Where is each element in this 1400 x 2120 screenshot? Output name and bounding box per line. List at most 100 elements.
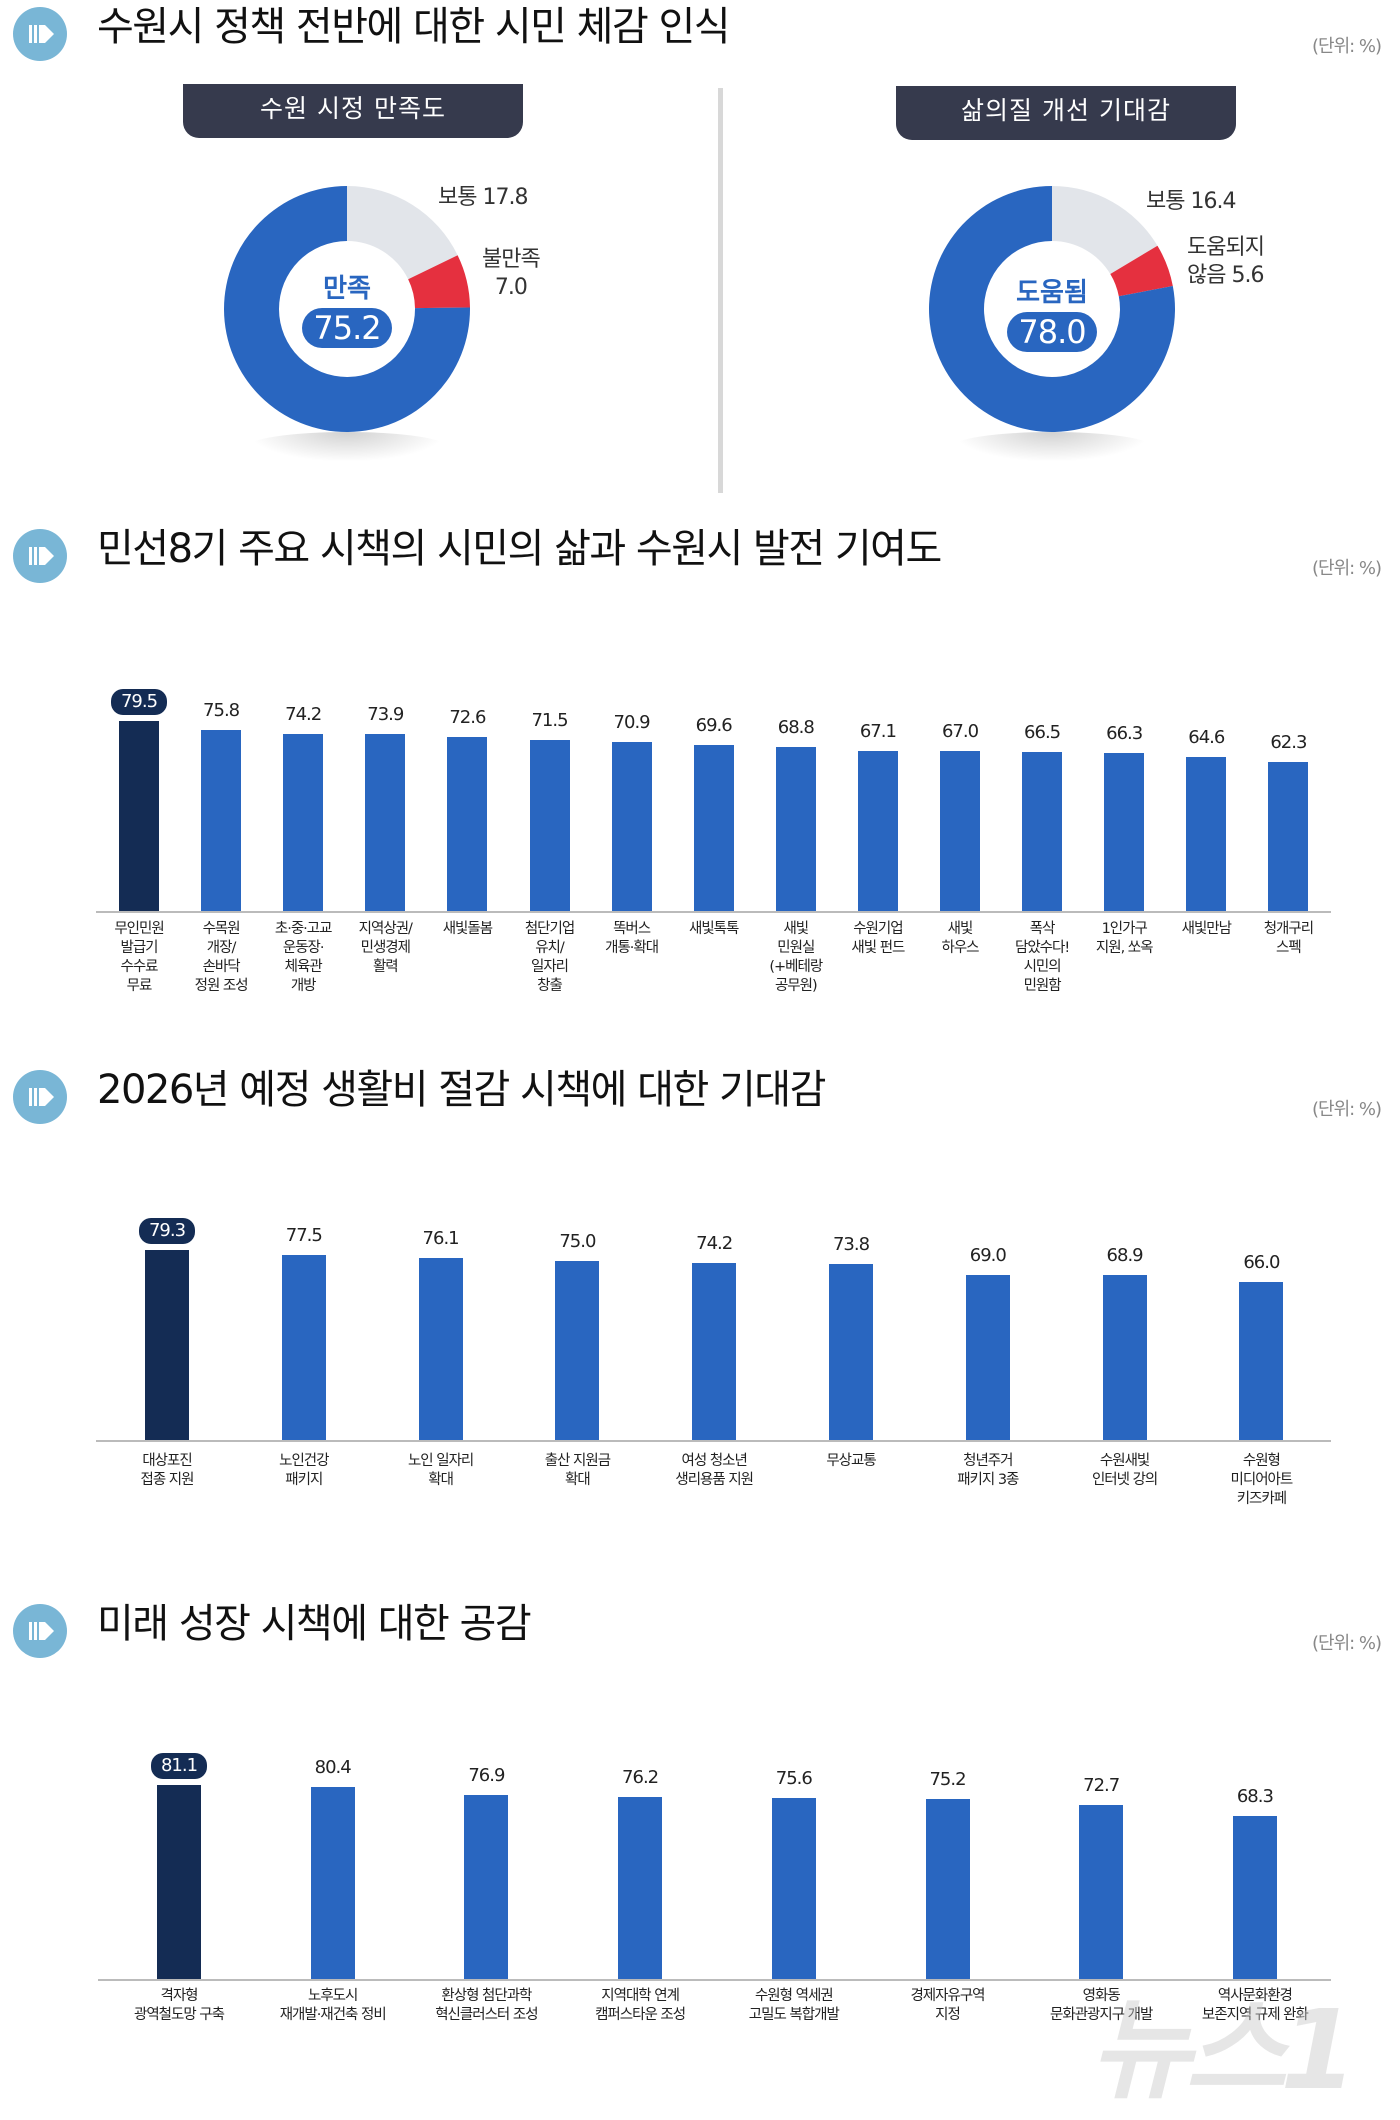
bar-value-label: 73.9 bbox=[367, 704, 404, 726]
bar-value-label: 73.8 bbox=[832, 1233, 870, 1255]
section-title: 수원시 정책 전반에 대한 시민 체감 인식 bbox=[97, 4, 731, 50]
bar bbox=[283, 733, 324, 911]
donut-slice-도움됨 bbox=[929, 186, 1175, 432]
bar bbox=[857, 750, 898, 911]
bar-value-label: 76.2 bbox=[622, 1766, 659, 1788]
section-title: 민선8기 주요 시책의 시민의 삶과 수원시 발전 기여도 bbox=[97, 526, 942, 572]
bar-value-label: 66.5 bbox=[1024, 722, 1061, 744]
bar bbox=[1102, 1275, 1147, 1440]
bar bbox=[464, 1795, 509, 1979]
bar bbox=[310, 1786, 355, 1979]
bar bbox=[157, 1785, 201, 1979]
bar bbox=[447, 737, 488, 911]
bar bbox=[693, 744, 734, 911]
bar-value-label: 71.5 bbox=[531, 710, 568, 732]
x-axis-line bbox=[98, 1979, 1331, 1981]
category-label: 수원새빛 인터넷 강의 bbox=[1091, 1453, 1158, 1488]
x-axis-line bbox=[96, 1440, 1331, 1442]
bar bbox=[771, 1798, 816, 1979]
donut-shadow bbox=[952, 432, 1152, 462]
bar bbox=[829, 1263, 873, 1440]
bar bbox=[1186, 756, 1227, 911]
news1-watermark-logo: 뉴스1 bbox=[1090, 1986, 1357, 2114]
donut-slice-보통 bbox=[347, 186, 458, 280]
donut-slice-도움되지 않음 bbox=[1110, 245, 1173, 297]
section-arrow-icon bbox=[13, 529, 67, 583]
category-label: 노인건강 패키지 bbox=[279, 1453, 329, 1488]
unit-label: (단위: %) bbox=[1312, 36, 1382, 57]
category-label: 지역대학 연계 캠퍼스타운 조성 bbox=[595, 1988, 686, 2023]
bar-value-label: 75.0 bbox=[559, 1230, 596, 1252]
bar bbox=[618, 1796, 663, 1979]
bar-value-label: 68.8 bbox=[777, 716, 815, 738]
bar bbox=[1239, 1282, 1284, 1440]
donut-center-value: 75.2 bbox=[302, 308, 392, 348]
bar-value-label: 76.9 bbox=[468, 1765, 505, 1787]
bar-value-label: 75.8 bbox=[203, 699, 240, 721]
bar bbox=[1268, 762, 1309, 911]
bar-value-label: 66.0 bbox=[1243, 1252, 1280, 1274]
donut-charts bbox=[224, 186, 1175, 433]
category-label: 지역상권/ 민생경제 활력 bbox=[358, 921, 413, 975]
donut-label-neutral: 보통 17.8 bbox=[438, 185, 528, 210]
bar bbox=[1104, 752, 1145, 911]
bar bbox=[555, 1260, 600, 1440]
category-label: 수목원 개장/ 손바닥 정원 조성 bbox=[194, 921, 249, 994]
bar bbox=[692, 1262, 737, 1440]
bar bbox=[119, 720, 159, 911]
donut-center-value: 78.0 bbox=[1007, 312, 1097, 352]
bar-value-label: 77.5 bbox=[285, 1224, 323, 1246]
category-label: 수원형 미디어아트 키즈카페 bbox=[1230, 1453, 1294, 1507]
bar bbox=[775, 746, 816, 911]
bar-value-label: 69.0 bbox=[969, 1245, 1007, 1267]
bar-value-label: 68.9 bbox=[1106, 1245, 1144, 1267]
category-label: 노인 일자리 확대 bbox=[407, 1453, 474, 1488]
donut-label-neutral: 보통 16.4 bbox=[1146, 189, 1236, 214]
bar-value-label: 62.3 bbox=[1270, 732, 1307, 754]
bar-value-label: 79.5 bbox=[111, 688, 167, 715]
category-label: 새빛톡톡 bbox=[689, 921, 739, 937]
donut-title-quality-of-life: 삶의질 개선 기대감 bbox=[896, 86, 1236, 140]
category-label: 첨단기업 유치/ 일자리 창출 bbox=[524, 921, 575, 994]
bar bbox=[965, 1275, 1010, 1440]
bar-value-label: 75.6 bbox=[775, 1768, 813, 1790]
bar bbox=[365, 734, 406, 911]
category-label: 새빛 하우스 bbox=[941, 921, 979, 956]
section-arrow-icon bbox=[13, 1070, 67, 1124]
category-label: 똑버스 개통·확대 bbox=[605, 921, 659, 956]
donut-slice-불만족 bbox=[408, 255, 470, 309]
section-title: 미래 성장 시책에 대한 공감 bbox=[97, 1601, 532, 1647]
bar-value-label: 67.0 bbox=[941, 720, 979, 742]
category-label: 무상교통 bbox=[826, 1453, 876, 1469]
bar-value-label: 74.2 bbox=[285, 703, 322, 725]
bar bbox=[201, 729, 242, 911]
bar bbox=[529, 740, 570, 911]
bar bbox=[940, 750, 980, 911]
bar bbox=[281, 1254, 326, 1440]
category-label: 출산 지원금 확대 bbox=[544, 1453, 611, 1488]
category-label: 격자형 광역철도망 구축 bbox=[134, 1988, 225, 2023]
category-label: 초·중·고교 운동장· 체육관 개방 bbox=[274, 921, 333, 994]
section-arrow-icon bbox=[13, 7, 67, 61]
bar-value-label: 64.6 bbox=[1188, 726, 1225, 748]
donut-title-satisfaction: 수원 시정 만족도 bbox=[183, 84, 523, 138]
x-axis-line bbox=[96, 911, 1331, 913]
category-label: 환상형 첨단과학 혁신클러스터 조성 bbox=[435, 1988, 538, 2023]
bar-value-label: 72.6 bbox=[449, 707, 486, 729]
bar bbox=[925, 1799, 970, 1979]
bar-value-label: 70.9 bbox=[613, 711, 651, 733]
donut-label-not-helpful: 도움되지 않음 5.6 bbox=[1187, 235, 1265, 288]
donut-shadow bbox=[247, 432, 447, 462]
bar-value-label: 79.3 bbox=[139, 1218, 195, 1245]
bar-value-label: 75.2 bbox=[929, 1769, 966, 1791]
unit-label: (단위: %) bbox=[1312, 1099, 1382, 1120]
unit-label: (단위: %) bbox=[1312, 558, 1382, 579]
donut-center-label: 만족 bbox=[323, 274, 371, 304]
category-label: 폭삭 담았수다! 시민의 민원함 bbox=[1015, 921, 1070, 994]
category-label: 수원기업 새빛 펀드 bbox=[851, 921, 905, 956]
donut-slice-보통 bbox=[1052, 186, 1158, 275]
category-label: 새빛 민원실 (+베테랑 공무원) bbox=[769, 921, 823, 994]
bar-value-label: 67.1 bbox=[859, 720, 897, 742]
category-label: 청년주거 패키지 3종 bbox=[957, 1453, 1019, 1488]
category-label: 새빛돌봄 bbox=[442, 921, 493, 937]
